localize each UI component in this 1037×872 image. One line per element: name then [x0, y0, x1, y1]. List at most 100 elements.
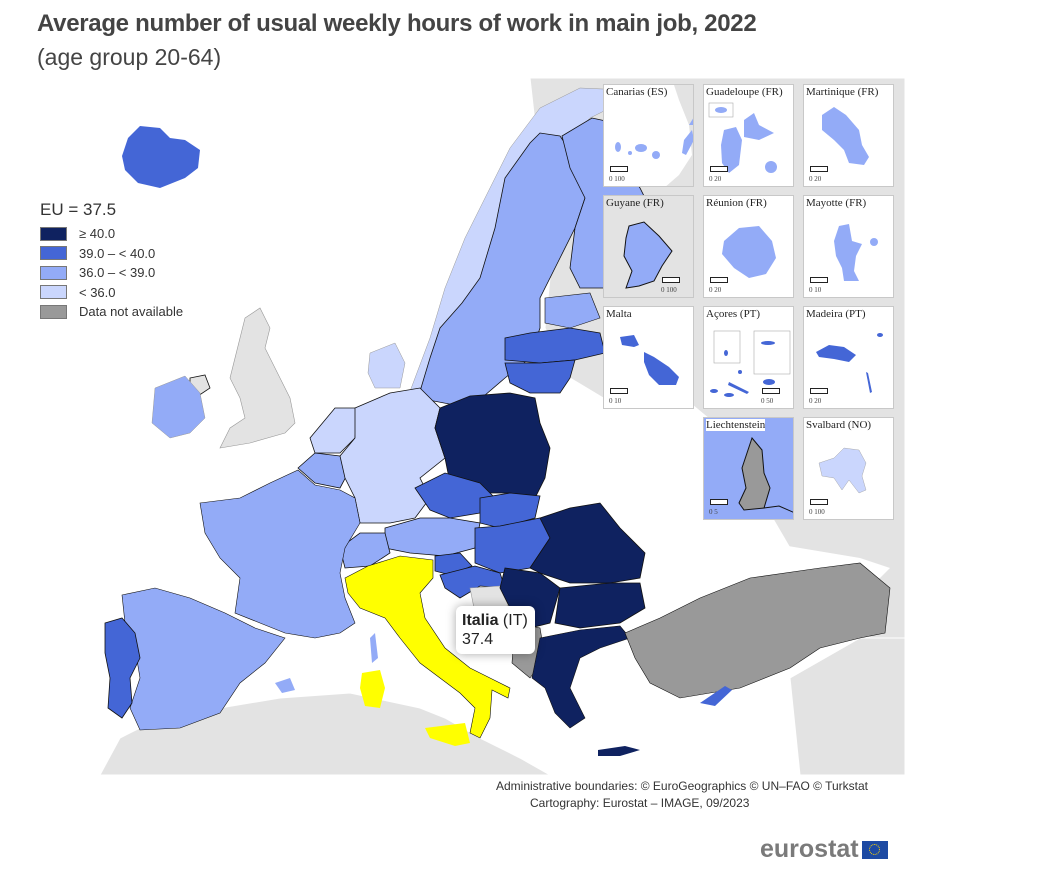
inset-guyane-map: [604, 196, 693, 297]
country-greece: [531, 625, 631, 729]
inset-label: Svalbard (NO): [806, 419, 872, 431]
balearic-islands: [275, 678, 295, 693]
legend-label: Data not available: [79, 304, 184, 320]
scale-label: 0 20: [709, 286, 722, 294]
scale-bar: [710, 166, 728, 172]
country-sicily[interactable]: [425, 723, 470, 746]
scale-label: 0 100: [609, 175, 625, 183]
black-sea: [640, 538, 890, 613]
inset-acores-map: [710, 330, 791, 397]
inset-reunion[interactable]: Réunion (FR) 0 20: [703, 195, 794, 298]
inset-label: Mayotte (FR): [806, 197, 867, 209]
inset-madeira[interactable]: Madeira (PT) 0 20: [803, 306, 894, 409]
inset-guadeloupe-map: [708, 102, 777, 173]
inset-label: Liechtenstein: [706, 419, 766, 431]
country-uk: [219, 307, 296, 449]
scale-bar: [762, 388, 780, 394]
map-title: Average number of usual weekly hours of …: [37, 10, 757, 37]
country-denmark: [367, 342, 406, 389]
legend-label: ≥ 40.0: [79, 226, 116, 242]
country-switzerland: [339, 532, 391, 569]
country-crete: [598, 746, 640, 756]
inset-reunion-map: [722, 226, 776, 278]
logo-text: eurostat: [760, 835, 859, 863]
inset-label: Martinique (FR): [806, 86, 879, 98]
scale-label: 0 20: [709, 175, 722, 183]
inset-malta[interactable]: Malta 0 10: [603, 306, 694, 409]
scale-bar: [810, 277, 828, 283]
scale-bar: [710, 277, 728, 283]
inset-canarias[interactable]: Canarias (ES) 0 100: [603, 84, 694, 187]
tooltip-header: Italia (IT): [462, 611, 528, 630]
scale-bar: [710, 499, 728, 505]
legend-label: 36.0 – < 39.0: [79, 265, 156, 281]
scale-bar: [610, 388, 628, 394]
legend-item[interactable]: 36.0 – < 39.0: [40, 263, 183, 283]
legend-swatch: [40, 285, 67, 300]
scale-label: 0 20: [809, 175, 822, 183]
country-lithuania: [504, 359, 576, 394]
inset-label: Guadeloupe (FR): [706, 86, 783, 98]
country-cyprus: [700, 686, 732, 706]
scale-label: 0 10: [609, 397, 622, 405]
inset-martinique[interactable]: Martinique (FR) 0 20: [803, 84, 894, 187]
inset-liechtenstein[interactable]: Liechtenstein 0 5: [703, 417, 794, 520]
legend-item[interactable]: ≥ 40.0: [40, 224, 183, 244]
legend-item[interactable]: 39.0 – < 40.0: [40, 244, 183, 264]
country-corsica: [370, 633, 378, 663]
inset-acores[interactable]: Açores (PT) 0 50: [703, 306, 794, 409]
country-bulgaria: [554, 582, 646, 629]
inset-label: Madeira (PT): [806, 308, 866, 320]
inset-mayotte[interactable]: Mayotte (FR) 0 10: [803, 195, 894, 298]
inset-label: Malta: [606, 308, 632, 320]
scale-label: 0 50: [761, 397, 774, 405]
inset-madeira-map: [816, 333, 883, 393]
scale-bar: [810, 166, 828, 172]
inset-guyane[interactable]: Guyane (FR) 0 100: [603, 195, 694, 298]
inset-malta-map: [620, 335, 679, 385]
map-subtitle: (age group 20-64): [37, 44, 222, 70]
inset-svalbard[interactable]: Svalbard (NO) 0 100: [803, 417, 894, 520]
inset-label: Réunion (FR): [706, 197, 767, 209]
credits-boundaries: Administrative boundaries: © EuroGeograp…: [496, 779, 869, 793]
credits-cartography: Cartography: Eurostat – IMAGE, 09/2023: [530, 796, 750, 810]
country-france: [199, 469, 361, 639]
country-austria: [384, 517, 481, 557]
scale-bar: [610, 166, 628, 172]
inset-guadeloupe[interactable]: Guadeloupe (FR) 0 20: [703, 84, 794, 187]
inset-label: Canarias (ES): [606, 86, 668, 98]
inset-martinique-map: [822, 107, 869, 165]
legend-item[interactable]: Data not available: [40, 302, 183, 322]
scale-bar: [662, 277, 680, 283]
region-middle-east: [789, 637, 905, 775]
scale-bar: [810, 499, 828, 505]
scale-label: 0 20: [809, 397, 822, 405]
country-iceland: [122, 126, 200, 188]
inset-svalbard-map: [818, 447, 867, 494]
eurostat-logo[interactable]: eurostat: [760, 835, 888, 864]
scale-label: 0 5: [709, 508, 718, 516]
tooltip-code: (IT): [502, 612, 528, 629]
legend-swatch: [40, 304, 67, 319]
inset-label: Guyane (FR): [606, 197, 664, 209]
legend-swatch: [40, 265, 67, 280]
country-sardinia[interactable]: [360, 670, 385, 708]
legend-item[interactable]: < 36.0: [40, 283, 183, 303]
scale-label: 0 10: [809, 286, 822, 294]
inset-mayotte-map: [834, 224, 878, 281]
country-tooltip: Italia (IT) 37.4: [456, 606, 535, 654]
country-romania: [529, 502, 646, 584]
tooltip-value: 37.4: [462, 631, 494, 648]
inset-label: Açores (PT): [706, 308, 761, 320]
legend-label: 39.0 – < 40.0: [79, 245, 156, 261]
country-portugal: [104, 617, 141, 719]
legend-label: < 36.0: [79, 284, 116, 300]
scale-label: 0 100: [661, 286, 677, 294]
inset-liechtenstein-map: [738, 436, 793, 513]
country-italy[interactable]: [344, 555, 511, 739]
scale-bar: [810, 388, 828, 394]
legend-swatch: [40, 246, 67, 261]
tooltip-country: Italia: [462, 612, 499, 629]
legend-swatch: [40, 226, 67, 241]
country-ireland: [151, 375, 206, 439]
